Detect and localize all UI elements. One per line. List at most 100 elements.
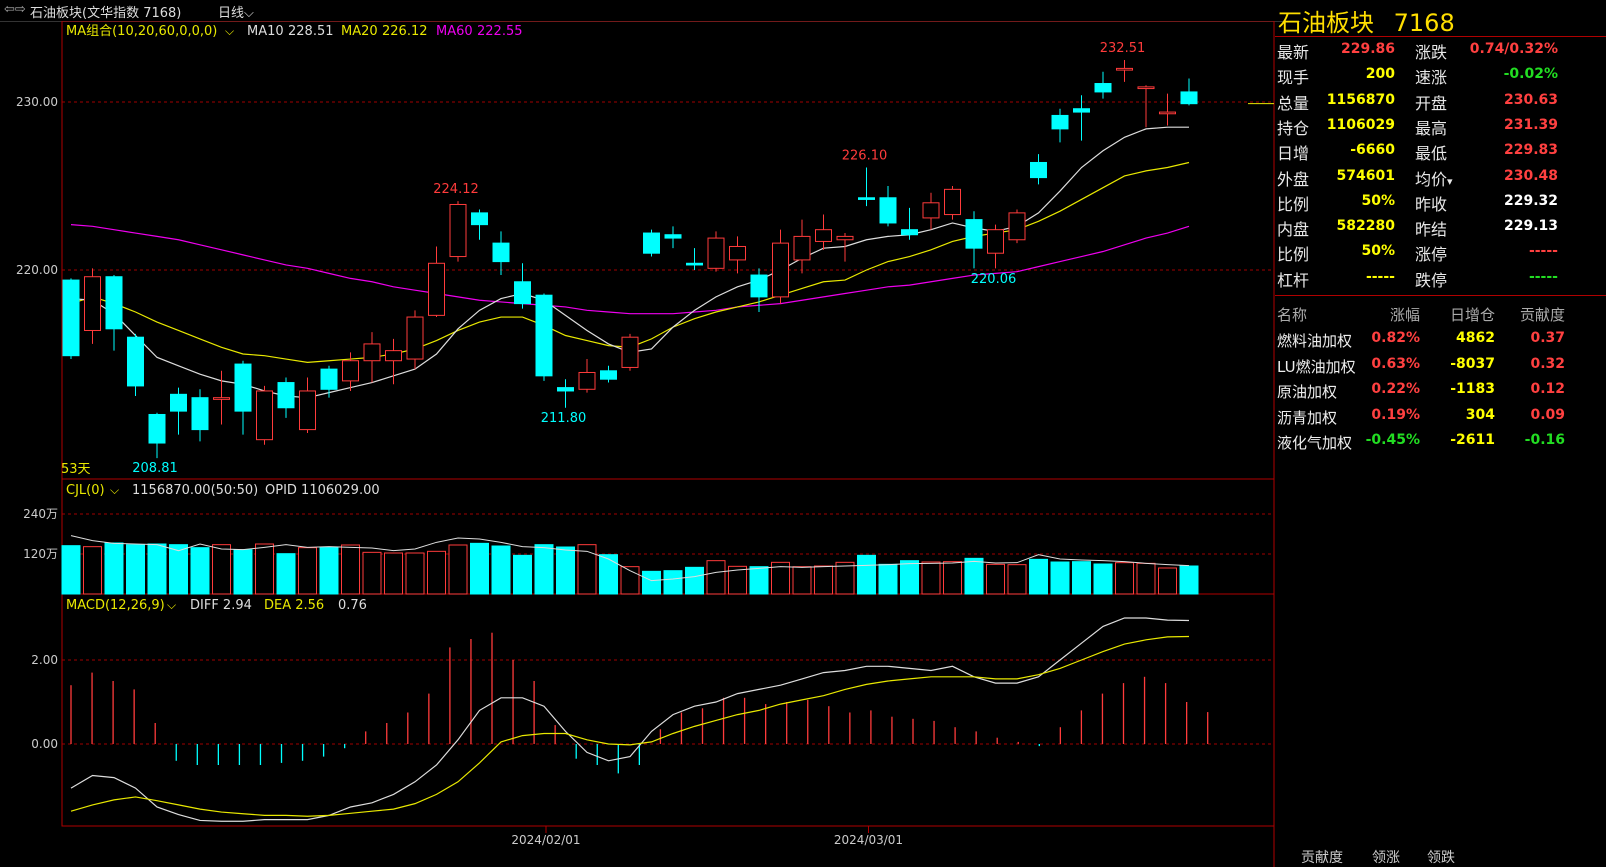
quote-label: 日增 bbox=[1277, 144, 1310, 164]
volume-bar bbox=[792, 566, 812, 595]
sector-table: 名称 涨幅 日增仓 贡献度 燃料油加权 0.82% 4862 0.37 LU燃油加权 0.63% -… bbox=[1275, 300, 1606, 470]
candle-down bbox=[320, 365, 338, 398]
quote-value: 230.63 bbox=[1503, 91, 1558, 108]
period-selector[interactable]: 日线⌵ bbox=[218, 2, 254, 21]
vol-legend-chevron-icon[interactable]: ⌵ bbox=[110, 483, 119, 497]
sector-row-contrib: 0.32 bbox=[1530, 355, 1565, 372]
candle-body bbox=[363, 343, 381, 362]
chevron-down-icon[interactable]: ▾ bbox=[1447, 174, 1453, 188]
candle-down bbox=[858, 167, 875, 207]
price-annotation: 220.06 bbox=[971, 272, 1017, 287]
quote-label: 均价▾ bbox=[1415, 169, 1453, 189]
volume-bar bbox=[577, 544, 597, 595]
instrument-name: 石油板块 bbox=[1278, 9, 1374, 37]
price-tick-label: 220.00 bbox=[16, 263, 58, 277]
candle-down bbox=[170, 387, 187, 435]
candle-body bbox=[815, 229, 832, 242]
dea-value: DEA 2.56 bbox=[264, 598, 324, 613]
column-header[interactable]: 日增仓 bbox=[1449, 306, 1495, 324]
tab-contribution[interactable]: 贡献度 bbox=[1301, 850, 1343, 866]
volume-bar bbox=[513, 554, 532, 595]
volume-bar bbox=[749, 566, 769, 595]
candle-down bbox=[1073, 95, 1090, 141]
price-annotation: 211.80 bbox=[541, 411, 587, 426]
candle-down bbox=[1094, 71, 1112, 99]
column-header[interactable]: 名称 bbox=[1277, 306, 1308, 324]
volume-bar bbox=[255, 543, 274, 595]
candle-body bbox=[1051, 114, 1069, 130]
volume-bar bbox=[943, 561, 962, 595]
quote-value: -6660 bbox=[1350, 142, 1395, 159]
candle-body bbox=[234, 363, 252, 412]
volume-bar bbox=[1158, 567, 1177, 595]
candle-body bbox=[191, 397, 209, 431]
quote-value: 200 bbox=[1365, 66, 1395, 83]
candle-down bbox=[191, 389, 209, 442]
quote-value: 50% bbox=[1361, 243, 1395, 260]
quote-value: 1156870 bbox=[1326, 91, 1395, 108]
candle-up bbox=[1116, 60, 1133, 82]
candle-up bbox=[406, 310, 424, 370]
sector-row-name[interactable]: 燃料油加权 bbox=[1277, 332, 1353, 350]
sector-row-name[interactable]: LU燃油加权 bbox=[1277, 357, 1356, 376]
sector-row-change: 0.22% bbox=[1371, 381, 1420, 397]
macd-legend-chevron-icon[interactable]: ⌵ bbox=[167, 598, 176, 612]
quote-label: 比例 bbox=[1277, 194, 1310, 214]
vol-legend-label[interactable]: CJL(0) bbox=[66, 483, 105, 498]
column-header[interactable]: 贡献度 bbox=[1519, 306, 1565, 324]
candle-up bbox=[363, 332, 381, 383]
volume-bar bbox=[427, 550, 446, 595]
candle-body bbox=[664, 234, 682, 239]
quote-value: 0.74/0.32% bbox=[1469, 41, 1558, 57]
candle-body bbox=[1030, 161, 1047, 179]
macd-legend-label[interactable]: MACD(12,26,9) bbox=[66, 598, 165, 613]
candle-body bbox=[707, 237, 725, 269]
candle-body bbox=[836, 235, 854, 241]
quote-value: 574601 bbox=[1336, 167, 1395, 184]
sector-row-name[interactable]: 沥青加权 bbox=[1277, 408, 1338, 427]
candle-up bbox=[772, 229, 789, 304]
sector-row-name[interactable]: 液化气加权 bbox=[1277, 434, 1353, 452]
volume-bar bbox=[491, 545, 511, 595]
sector-row-name[interactable]: 原油加权 bbox=[1277, 383, 1338, 401]
candle-down bbox=[1180, 78, 1198, 106]
candle-body bbox=[1180, 91, 1198, 105]
volume-bar bbox=[1136, 562, 1156, 595]
tab-leading-up[interactable]: 领涨 bbox=[1372, 850, 1400, 866]
column-header[interactable]: 涨幅 bbox=[1389, 306, 1420, 324]
candle-up bbox=[1008, 209, 1026, 244]
chart-area[interactable]: 230.00 220.00 240万 120万 2.00 0.00 2024/02/01… bbox=[0, 21, 1304, 867]
quote-value: 229.86 bbox=[1340, 41, 1395, 57]
candle-body bbox=[1116, 67, 1133, 71]
volume-bar bbox=[405, 552, 425, 595]
volume-bar bbox=[728, 565, 747, 595]
price-annotation: 232.51 bbox=[1100, 41, 1146, 56]
price-tick-label: 230.00 bbox=[16, 95, 58, 109]
candle-up bbox=[256, 385, 273, 445]
candle-up bbox=[815, 214, 832, 250]
sector-row-oi: -2611 bbox=[1450, 432, 1495, 448]
volume-bar bbox=[620, 566, 640, 595]
ma-legend-chevron-icon[interactable]: ⌵ bbox=[225, 24, 234, 38]
candle-up bbox=[1159, 93, 1176, 126]
volume-bar bbox=[1179, 565, 1199, 595]
instrument-code: 7168 bbox=[1393, 9, 1455, 37]
candle-body bbox=[62, 279, 80, 357]
candle-up bbox=[987, 224, 1004, 269]
quote-header: 石油板块 7168 bbox=[1278, 3, 1455, 38]
volume-bar bbox=[212, 544, 231, 595]
quote-value: ----- bbox=[1365, 268, 1395, 285]
tab-leading-down[interactable]: 领跌 bbox=[1427, 850, 1455, 866]
candle-down bbox=[600, 365, 617, 383]
candle-down bbox=[277, 377, 295, 418]
ma-legend-label[interactable]: MA组合(10,20,60,0,0,0) bbox=[66, 24, 217, 39]
candle-body bbox=[987, 229, 1004, 254]
back-icon[interactable]: ⇦⇨ bbox=[4, 2, 26, 17]
volume-bar bbox=[1029, 558, 1048, 595]
candle-body bbox=[299, 390, 316, 431]
volume-bar bbox=[341, 544, 360, 595]
candle-up bbox=[729, 236, 746, 274]
candle-up bbox=[84, 268, 101, 344]
quote-label: 昨结 bbox=[1415, 220, 1448, 240]
candle-body bbox=[578, 371, 596, 390]
